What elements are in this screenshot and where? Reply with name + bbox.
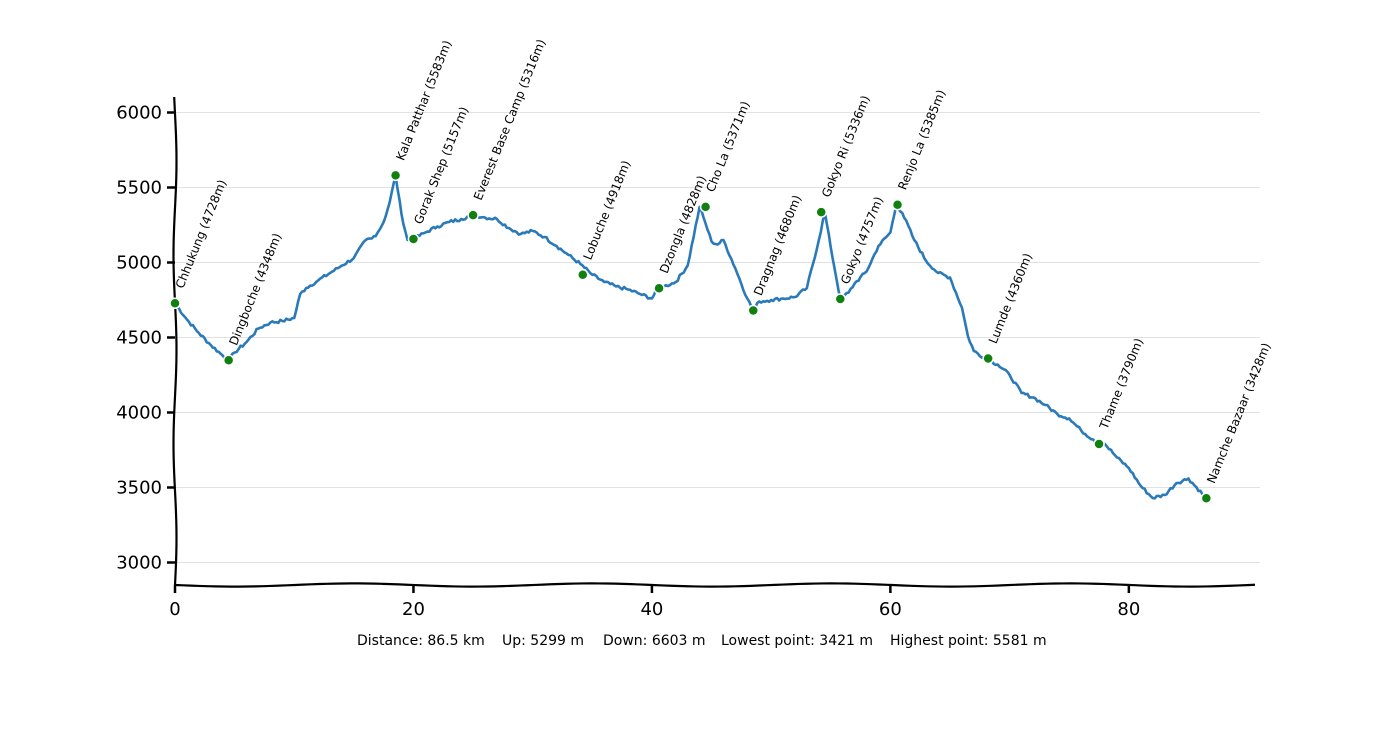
waypoint-label: Dzongla (4828m): [657, 174, 709, 276]
x-tick-label: 40: [640, 599, 663, 620]
summary-down: Down: 6603 m: [603, 633, 706, 649]
summary-up: Up: 5299 m: [502, 633, 584, 649]
waypoint-label: Thame (3790m): [1096, 336, 1146, 432]
waypoint-marker: [407, 233, 420, 245]
x-tick-label: 0: [169, 599, 180, 620]
waypoint-label: Everest Base Camp (5316m): [471, 37, 549, 202]
y-tick-label: 4000: [116, 403, 162, 424]
y-tick-label: 5000: [116, 253, 162, 274]
y-tick-label: 5500: [116, 178, 162, 199]
waypoint-marker: [834, 293, 847, 305]
grid-layer: [175, 112, 1260, 563]
waypoint-label: Renjo La (5385m): [895, 88, 948, 192]
waypoint-label: Namche Bazaar (3428m): [1204, 341, 1273, 486]
waypoint-label: Cho La (5371m): [703, 99, 752, 194]
x-axis-line: [174, 582, 1256, 588]
waypoint-marker: [222, 354, 235, 367]
axis-layer: 3000 3500 4000 4500 5000 5500 6000 0 20 40 60 80: [116, 96, 1256, 620]
waypoint-label: Chhukung (4728m): [173, 178, 229, 291]
y-tick-label: 3000: [116, 553, 162, 574]
waypoint-label: Lobuche (4918m): [581, 158, 634, 262]
waypoint-label: Gokyo Ri (5336m): [819, 93, 873, 199]
summary-distance: Distance: 86.5 km: [357, 633, 485, 649]
profile-layer: [173, 174, 1208, 500]
waypoint-marker: [1200, 492, 1213, 505]
summary-lowest: Lowest point: 3421 m: [721, 633, 873, 649]
y-axis-line: [172, 96, 178, 586]
waypoint-marker: [747, 304, 760, 317]
x-tick-label: 80: [1117, 599, 1140, 620]
waypoint-marker: [891, 199, 904, 211]
y-tick-label: 6000: [116, 103, 162, 124]
x-tick-label: 60: [879, 599, 902, 620]
y-tick-label: 4500: [116, 328, 162, 349]
waypoint-marker: [577, 269, 589, 281]
waypoint-marker: [653, 282, 665, 295]
waypoint-marker: [982, 352, 994, 365]
waypoint-label: Gokyo (4757m): [838, 195, 886, 286]
waypoint-marker: [699, 201, 712, 213]
summary-layer: Distance: 86.5 km Up: 5299 m Down: 6603 …: [357, 633, 1047, 649]
waypoint-marker: [1093, 438, 1105, 450]
waypoint-marker: [169, 297, 181, 310]
waypoint-label: Lumde (4360m): [986, 251, 1035, 345]
waypoint-marker: [467, 209, 479, 221]
waypoint-marker: [389, 169, 402, 182]
x-tick-label: 20: [402, 599, 425, 620]
summary-highest: Highest point: 5581 m: [890, 633, 1047, 649]
elevation-line: [173, 174, 1208, 500]
waypoint-label: Dragnag (4680m): [751, 193, 804, 298]
waypoint-marker: [815, 206, 827, 218]
y-tick-label: 3500: [116, 478, 162, 499]
